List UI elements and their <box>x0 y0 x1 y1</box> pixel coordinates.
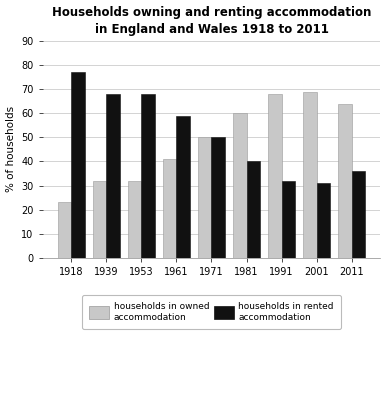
Bar <box>317 183 330 258</box>
Bar <box>58 202 71 258</box>
Bar <box>71 72 85 258</box>
Bar <box>233 113 247 258</box>
Bar <box>352 171 365 258</box>
Bar <box>198 137 212 258</box>
Y-axis label: % of households: % of households <box>5 106 15 192</box>
Title: Households owning and renting accommodation
in England and Wales 1918 to 2011: Households owning and renting accommodat… <box>52 6 371 36</box>
Bar <box>163 159 176 258</box>
Bar <box>93 181 106 258</box>
Bar <box>212 137 225 258</box>
Bar <box>128 181 141 258</box>
Bar <box>303 92 317 258</box>
Bar <box>339 104 352 258</box>
Bar <box>141 94 155 258</box>
Bar <box>247 162 260 258</box>
Bar <box>282 181 295 258</box>
Bar <box>106 94 120 258</box>
Legend: households in owned
accommodation, households in rented
accommodation: households in owned accommodation, house… <box>82 295 341 329</box>
Bar <box>176 116 190 258</box>
Bar <box>268 94 282 258</box>
